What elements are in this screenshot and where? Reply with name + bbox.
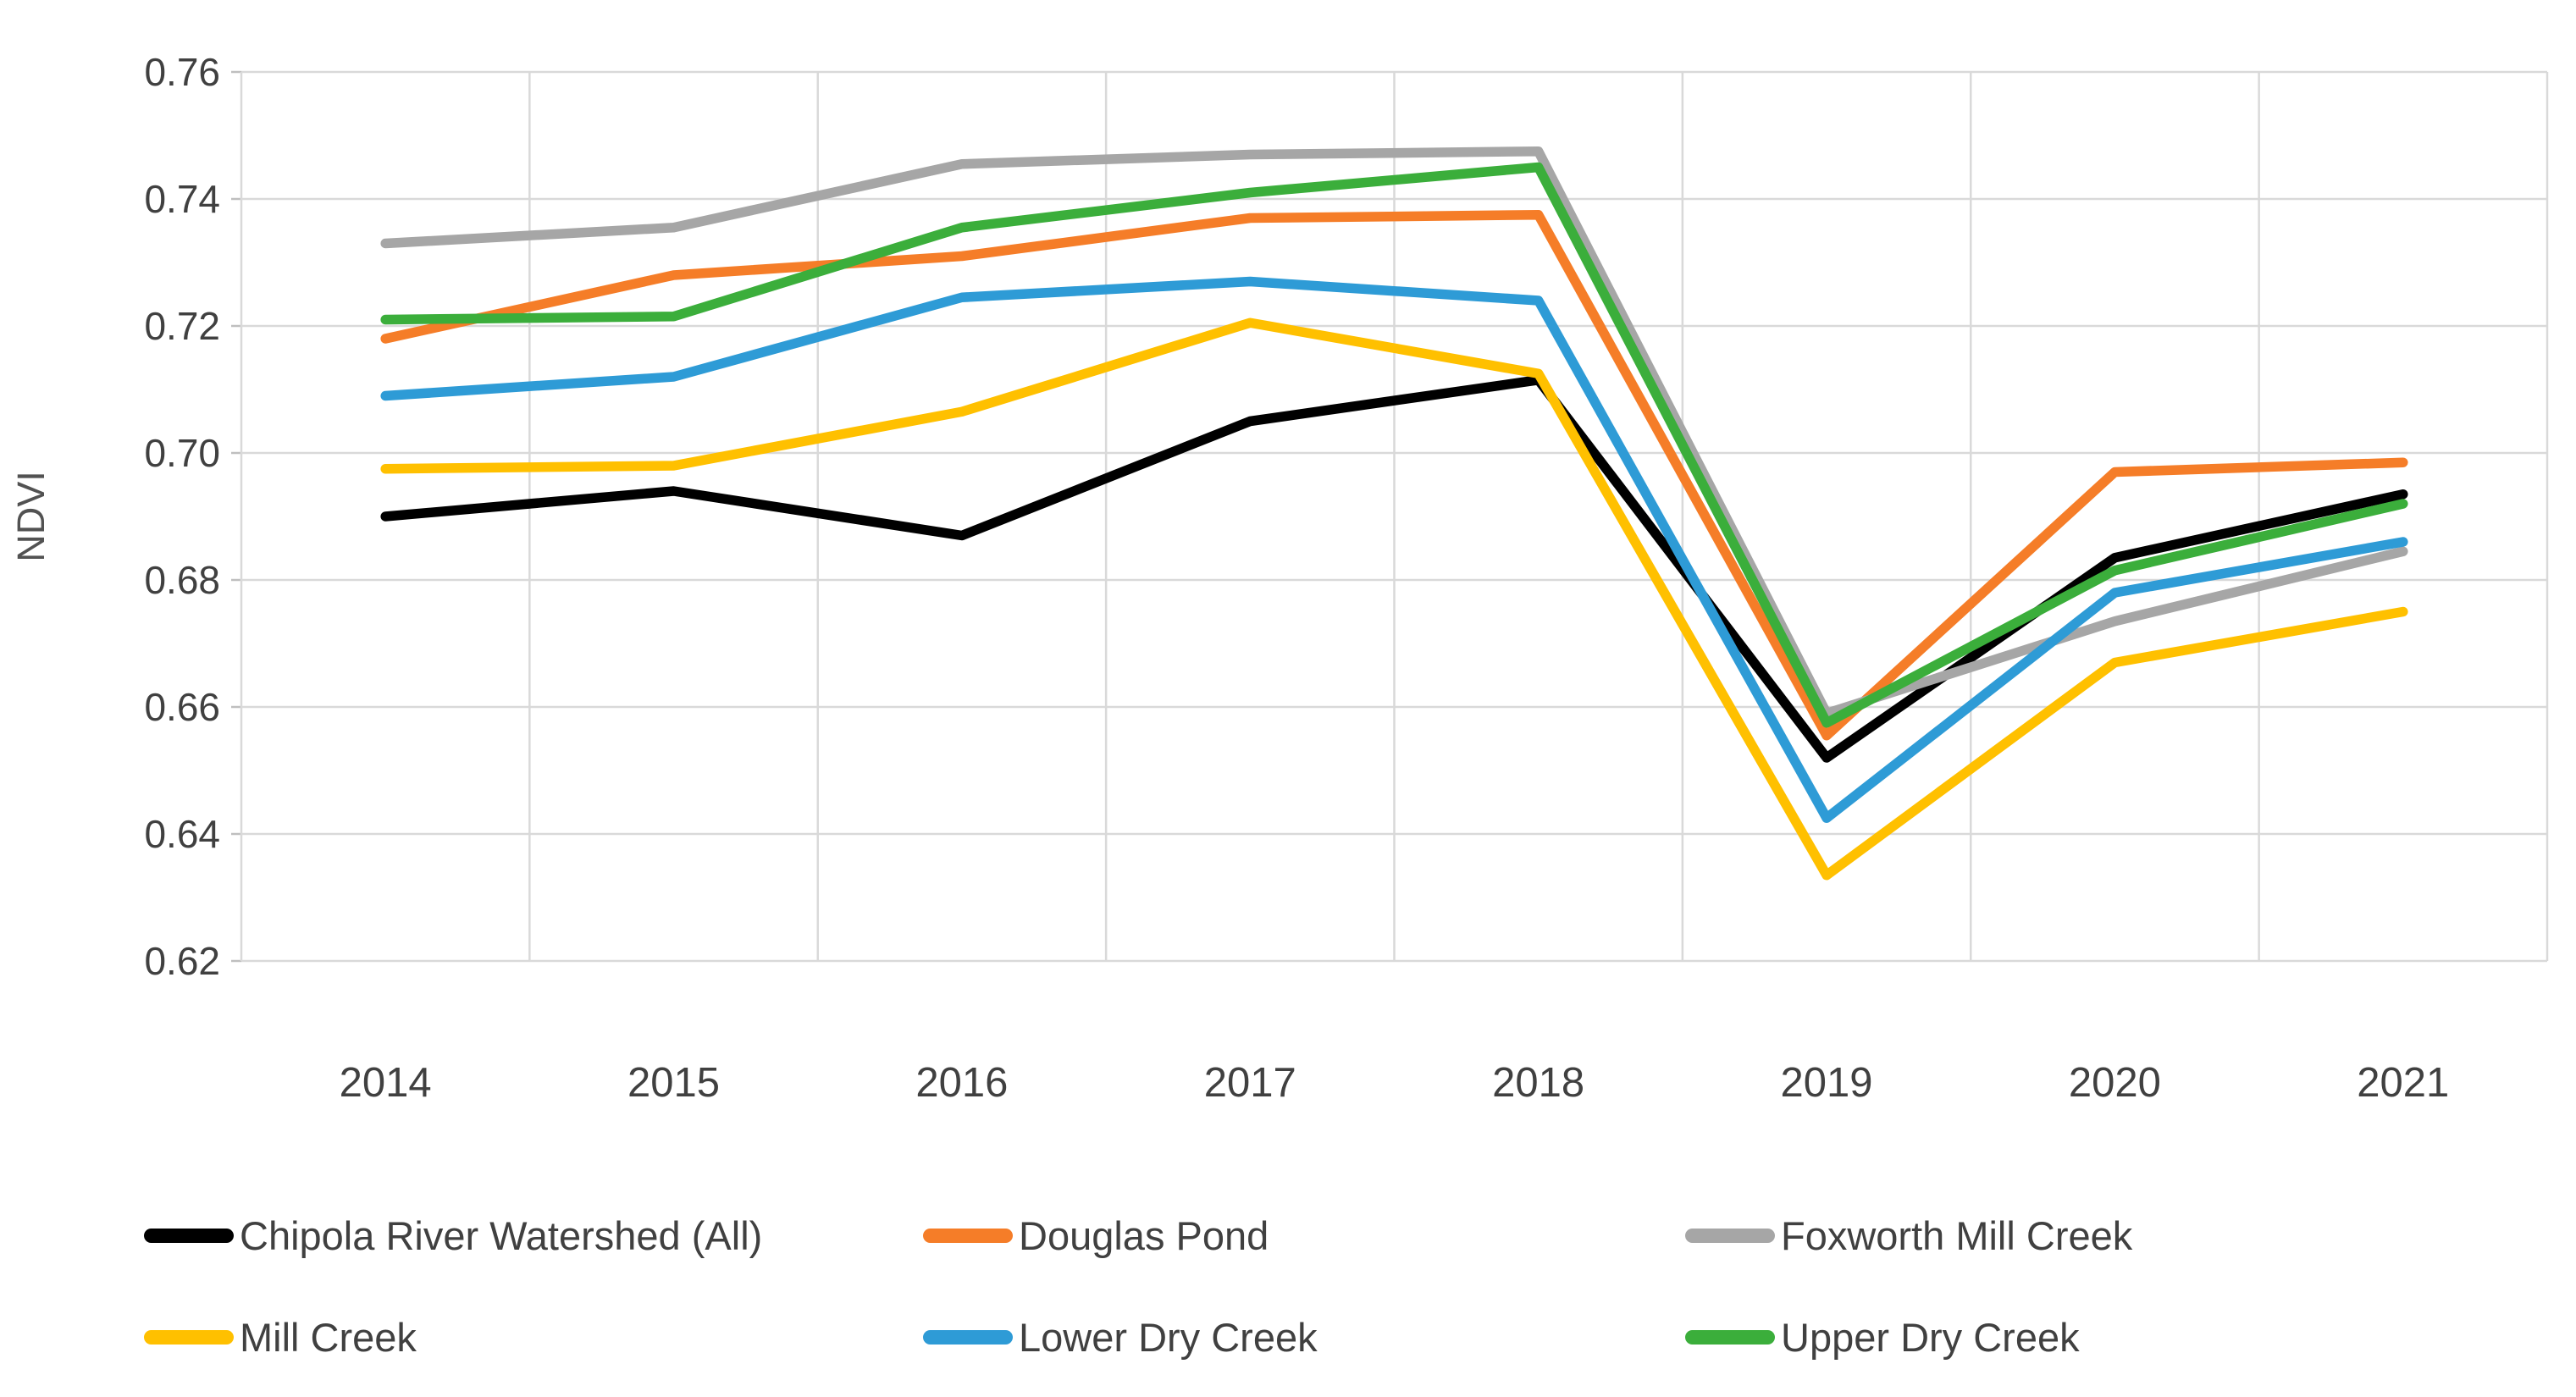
legend-label: Lower Dry Creek bbox=[1019, 1315, 1318, 1360]
legend-label: Foxworth Mill Creek bbox=[1781, 1213, 2133, 1258]
legend-swatch-icon bbox=[144, 1229, 234, 1243]
legend-item: Lower Dry Creek bbox=[923, 1314, 1318, 1361]
legend-swatch-icon bbox=[1685, 1229, 1775, 1243]
legend-item: Chipola River Watershed (All) bbox=[144, 1212, 762, 1259]
legend-label: Upper Dry Creek bbox=[1781, 1315, 2080, 1360]
series-line-lower-dry-creek bbox=[380, 276, 2408, 823]
legend-item: Douglas Pond bbox=[923, 1212, 1269, 1259]
legend-swatch-icon bbox=[923, 1330, 1013, 1345]
legend-label: Douglas Pond bbox=[1019, 1213, 1269, 1258]
y-axis-title: NDVI bbox=[9, 471, 53, 562]
y-tick-label: 0.68 bbox=[144, 558, 220, 602]
y-tick-label: 0.72 bbox=[144, 304, 220, 348]
y-tick-label: 0.74 bbox=[144, 177, 220, 221]
legend-swatch-icon bbox=[1685, 1330, 1775, 1345]
y-tick-label: 0.62 bbox=[144, 939, 220, 983]
x-tick-label: 2014 bbox=[340, 1060, 432, 1106]
y-tick-label: 0.76 bbox=[144, 50, 220, 94]
x-tick-label: 2020 bbox=[2069, 1060, 2161, 1106]
x-tick-label: 2021 bbox=[2357, 1060, 2449, 1106]
x-tick-label: 2018 bbox=[1492, 1060, 1584, 1106]
x-tick-label: 2016 bbox=[915, 1060, 1008, 1106]
legend-swatch-icon bbox=[144, 1330, 234, 1345]
y-tick-label: 0.66 bbox=[144, 685, 220, 729]
legend-item: Foxworth Mill Creek bbox=[1685, 1212, 2132, 1259]
legend-label: Chipola River Watershed (All) bbox=[240, 1213, 763, 1258]
legend-item: Upper Dry Creek bbox=[1685, 1314, 2080, 1361]
series-line-upper-dry-creek bbox=[380, 162, 2408, 728]
legend-item: Mill Creek bbox=[144, 1314, 417, 1361]
series-line-douglas-pond bbox=[380, 210, 2408, 741]
series-line-mill-creek bbox=[380, 318, 2408, 881]
legend-swatch-icon bbox=[923, 1229, 1013, 1243]
y-tick-label: 0.70 bbox=[144, 431, 220, 475]
y-tick-label: 0.64 bbox=[144, 812, 220, 856]
x-tick-label: 2019 bbox=[1781, 1060, 1873, 1106]
x-tick-label: 2015 bbox=[627, 1060, 720, 1106]
series-line-foxworth-mill-creek bbox=[380, 146, 2408, 719]
legend-label: Mill Creek bbox=[240, 1315, 417, 1360]
x-tick-label: 2017 bbox=[1204, 1060, 1296, 1106]
